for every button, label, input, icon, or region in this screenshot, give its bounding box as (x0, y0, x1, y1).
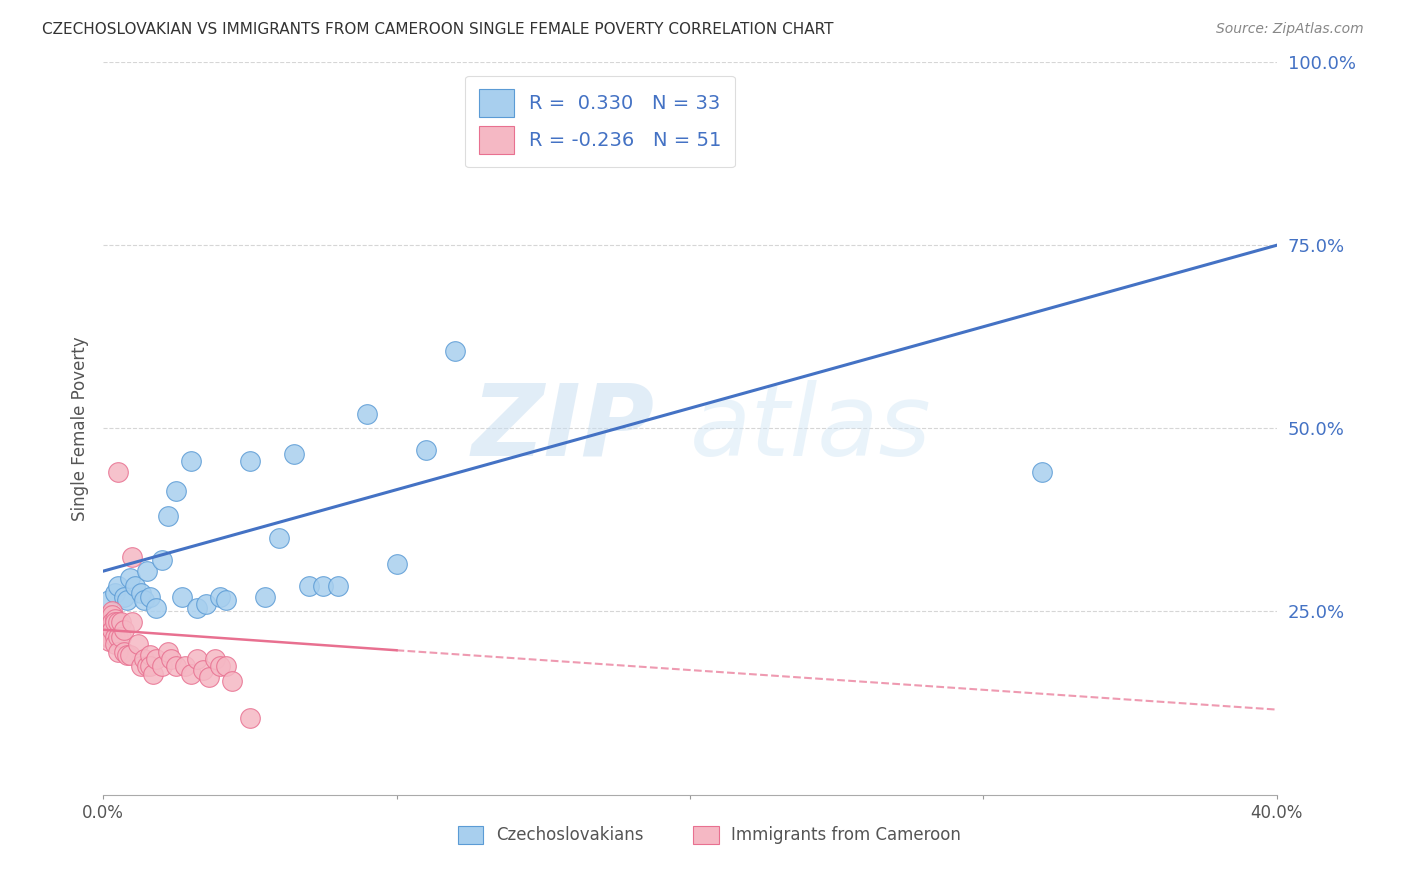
Point (166, 483, 188, 498)
Point (172, 590, 194, 604)
Point (215, 593, 238, 607)
Text: Czechoslovakians: Czechoslovakians (496, 826, 644, 844)
Point (136, 659, 159, 673)
Point (197, 670, 219, 684)
Point (239, 711, 262, 725)
Point (145, 652, 167, 666)
Point (104, 630, 127, 644)
Text: Source: ZipAtlas.com: Source: ZipAtlas.com (1216, 22, 1364, 37)
Point (134, 593, 156, 607)
Point (110, 630, 132, 644)
Point (1031, 465, 1053, 479)
Point (98, 623, 121, 637)
Point (98, 633, 121, 648)
Point (356, 407, 378, 421)
Point (150, 659, 173, 673)
Point (253, 590, 276, 604)
Point (209, 590, 232, 604)
Point (98, 593, 121, 607)
Point (180, 666, 202, 681)
Point (104, 586, 127, 600)
Point (385, 557, 408, 571)
Point (94, 623, 117, 637)
Point (180, 454, 202, 468)
Point (159, 652, 181, 666)
Text: atlas: atlas (690, 380, 932, 477)
Point (112, 590, 135, 604)
Point (112, 623, 135, 637)
Point (104, 612, 127, 626)
Y-axis label: Single Female Poverty: Single Female Poverty (72, 336, 89, 521)
Point (191, 663, 214, 677)
Point (107, 579, 129, 593)
Point (156, 509, 179, 524)
Point (134, 652, 156, 666)
Point (150, 553, 173, 567)
Point (166, 659, 188, 673)
Point (94, 615, 117, 630)
Point (312, 579, 335, 593)
Point (209, 659, 232, 673)
Point (101, 608, 124, 623)
Point (107, 630, 129, 644)
Point (194, 597, 217, 611)
Point (98, 608, 121, 623)
Point (415, 443, 437, 458)
Point (118, 648, 141, 663)
Point (127, 637, 149, 651)
Point (297, 579, 319, 593)
Point (326, 579, 349, 593)
Point (94, 630, 117, 644)
Point (142, 666, 165, 681)
Point (129, 659, 152, 673)
Point (98, 630, 121, 644)
Point (115, 648, 138, 663)
Point (186, 652, 208, 666)
Point (124, 579, 146, 593)
Point (110, 615, 132, 630)
Point (136, 564, 159, 578)
Point (101, 604, 124, 618)
Point (129, 586, 152, 600)
Point (145, 600, 167, 615)
Point (101, 623, 124, 637)
Point (121, 549, 143, 564)
Point (139, 648, 162, 663)
Point (98, 615, 121, 630)
Point (107, 645, 129, 659)
Point (215, 659, 238, 673)
Point (204, 652, 226, 666)
Point (139, 659, 162, 673)
Text: CZECHOSLOVAKIAN VS IMMIGRANTS FROM CAMEROON SINGLE FEMALE POVERTY CORRELATION CH: CZECHOSLOVAKIAN VS IMMIGRANTS FROM CAMER… (42, 22, 834, 37)
Point (107, 465, 129, 479)
Point (91, 615, 114, 630)
Point (269, 531, 291, 545)
Point (283, 447, 305, 461)
Point (186, 600, 208, 615)
Text: Immigrants from Cameroon: Immigrants from Cameroon (731, 826, 960, 844)
Point (104, 637, 127, 651)
Point (139, 590, 162, 604)
FancyBboxPatch shape (457, 826, 484, 844)
FancyBboxPatch shape (693, 826, 720, 844)
Point (156, 645, 179, 659)
Legend: R =  0.330   N = 33, R = -0.236   N = 51: R = 0.330 N = 33, R = -0.236 N = 51 (465, 76, 735, 168)
Point (444, 344, 467, 359)
Point (239, 454, 262, 468)
Point (118, 572, 141, 586)
Point (101, 615, 124, 630)
Point (104, 615, 127, 630)
Point (107, 615, 129, 630)
Point (221, 673, 243, 688)
Point (121, 615, 143, 630)
Point (174, 659, 197, 673)
Point (112, 645, 135, 659)
Point (115, 593, 138, 607)
Text: ZIP: ZIP (472, 380, 655, 477)
